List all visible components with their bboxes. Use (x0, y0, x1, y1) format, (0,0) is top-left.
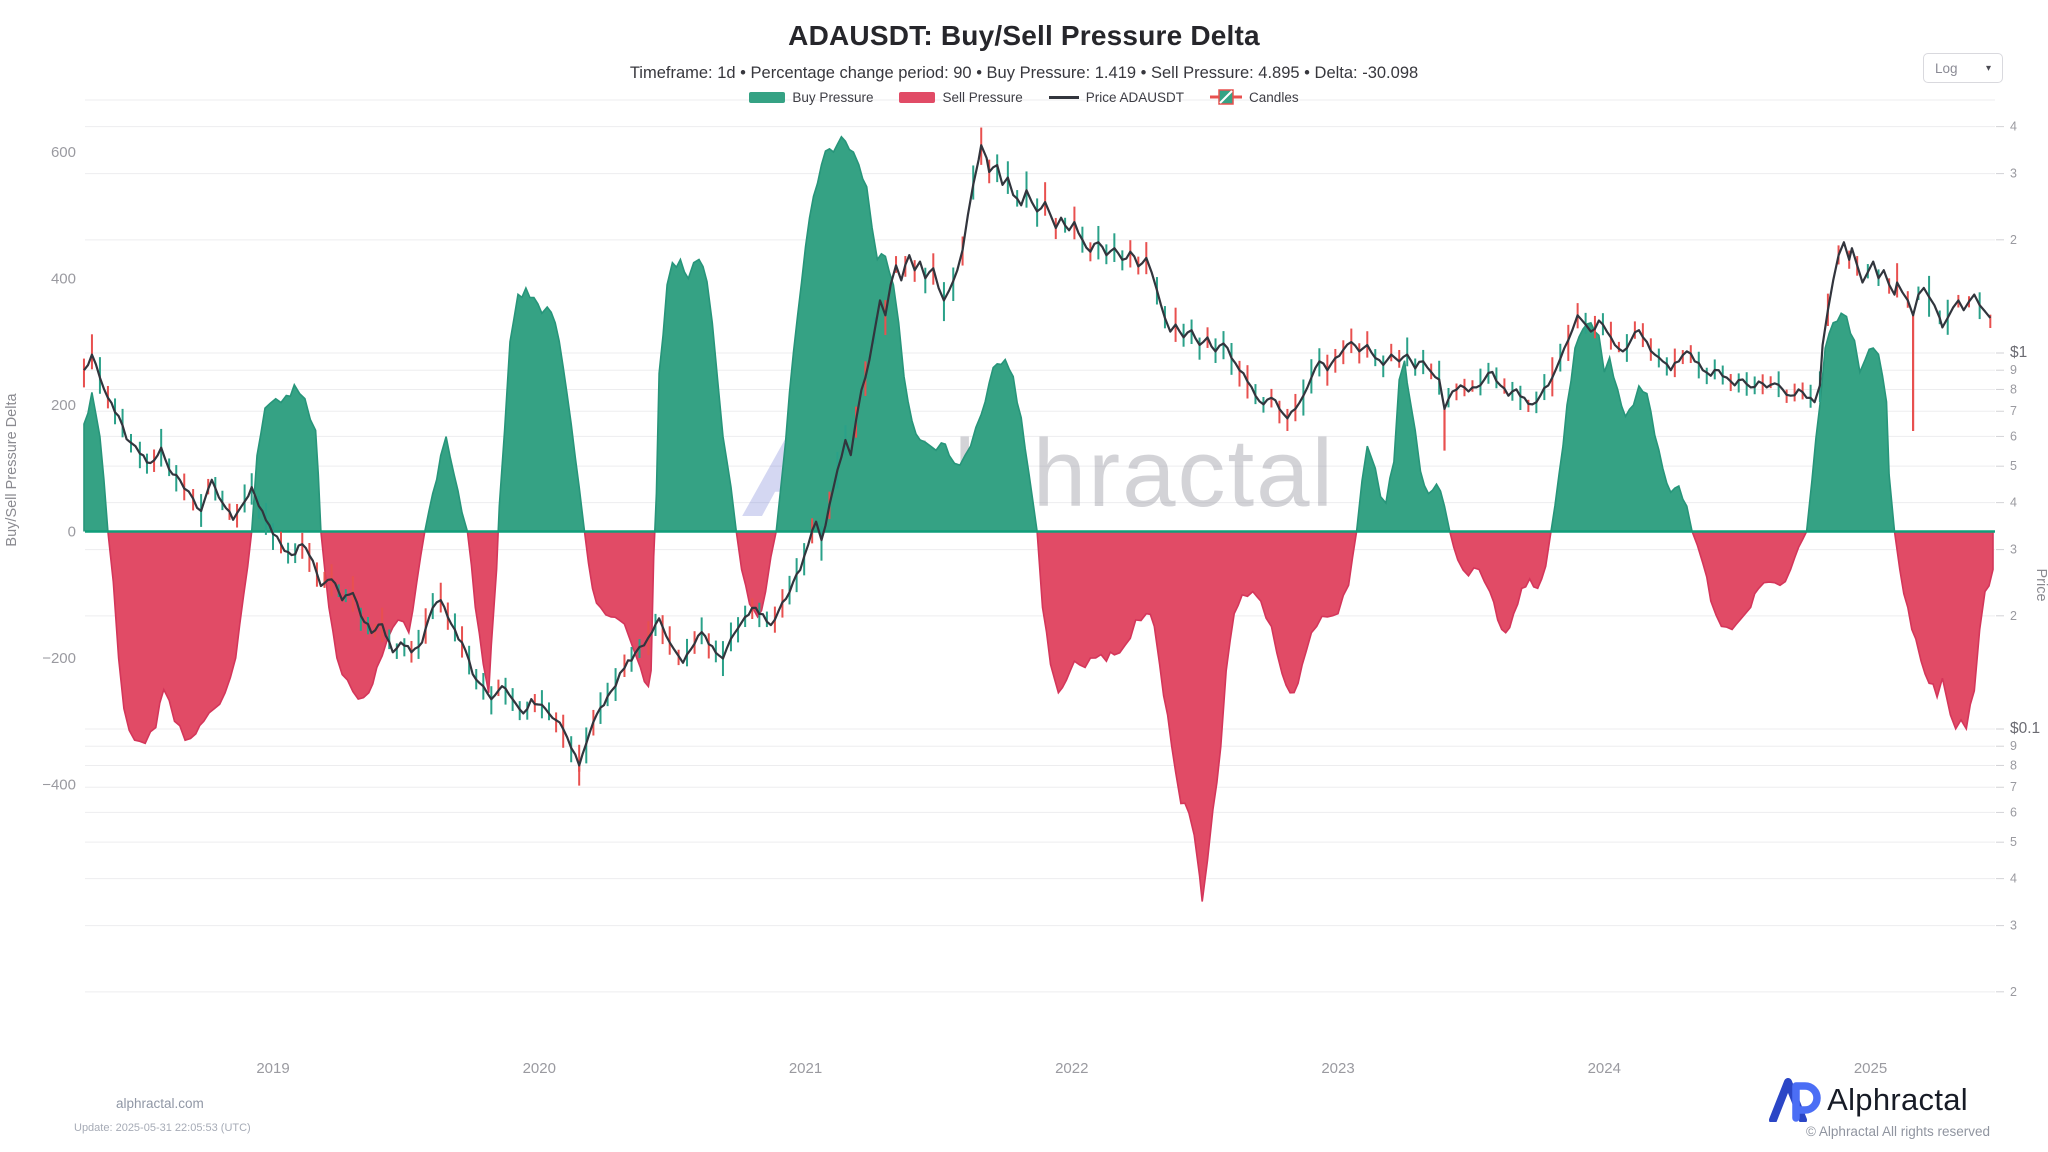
candle-icon (1210, 89, 1243, 105)
legend-item-price[interactable]: Price ADAUSDT (1048, 89, 1185, 105)
svg-text:8: 8 (2010, 758, 2017, 772)
copyright-note: © Alphractal All rights reserved (1805, 1124, 1990, 1139)
svg-text:2020: 2020 (523, 1060, 556, 1077)
legend-label: Candles (1249, 89, 1299, 105)
chevron-down-icon: ▾ (1985, 62, 1991, 74)
svg-text:3: 3 (2010, 543, 2017, 557)
svg-text:3: 3 (2010, 167, 2017, 181)
legend-label: Sell Pressure (942, 89, 1023, 105)
svg-text:2023: 2023 (1321, 1060, 1354, 1077)
svg-text:5: 5 (2010, 835, 2017, 849)
legend-label: Buy Pressure (792, 89, 874, 105)
legend-item-sell-pressure[interactable]: Sell Pressure (899, 89, 1023, 105)
svg-text:2021: 2021 (789, 1060, 822, 1077)
price-line-swatch-icon (1048, 95, 1079, 99)
svg-text:−200: −200 (42, 650, 76, 667)
svg-text:2024: 2024 (1588, 1060, 1621, 1077)
svg-text:2022: 2022 (1055, 1060, 1088, 1077)
svg-text:6: 6 (2010, 429, 2017, 443)
left-axis-ticks: 600 400 200 0 −200 −400 (42, 144, 76, 794)
scale-dropdown[interactable]: Log ▾ (1923, 53, 2003, 83)
sell-pressure-area (107, 531, 1994, 902)
svg-text:400: 400 (51, 271, 76, 288)
svg-text:2025: 2025 (1854, 1060, 1887, 1077)
svg-text:9: 9 (2010, 363, 2017, 377)
svg-text:4: 4 (2010, 872, 2017, 886)
update-timestamp: Update: 2025-05-31 22:05:53 (UTC) (74, 1122, 251, 1134)
svg-text:$1: $1 (2010, 344, 2027, 361)
svg-text:7: 7 (2010, 404, 2017, 418)
site-link[interactable]: alphractal.com (116, 1096, 204, 1111)
svg-text:3: 3 (2010, 919, 2017, 933)
svg-text:0: 0 (68, 524, 76, 541)
svg-text:2019: 2019 (256, 1060, 289, 1077)
buy-pressure-area (83, 135, 1896, 532)
svg-text:6: 6 (2010, 805, 2017, 819)
brand-wordmark: Alphractal (1827, 1082, 1968, 1117)
alphractal-logo-icon (1769, 1078, 1821, 1122)
svg-text:4: 4 (2010, 120, 2017, 134)
svg-text:2: 2 (2010, 233, 2017, 247)
x-axis-ticks: 2019 2020 2021 2022 2023 2024 2025 (256, 1060, 1887, 1077)
brand-footer: Alphractal (1769, 1078, 1968, 1122)
sell-pressure-swatch-icon (899, 91, 936, 103)
buy-pressure-swatch-icon (749, 91, 786, 103)
price-line (83, 144, 1992, 767)
legend-label: Price ADAUSDT (1085, 89, 1185, 105)
svg-text:$0.1: $0.1 (2010, 720, 2040, 737)
right-axis-title: Price (2033, 568, 2048, 601)
legend-item-candles[interactable]: Candles (1210, 88, 1299, 106)
svg-text:4: 4 (2010, 496, 2017, 510)
svg-text:5: 5 (2010, 459, 2017, 473)
legend: Buy Pressure Sell Pressure Price ADAUSDT… (0, 88, 2048, 106)
svg-text:2: 2 (2010, 985, 2017, 999)
right-axis-ticks: 4 3 2 $1 9 8 7 6 5 4 3 2 $0.1 9 8 7 6 5 4 3 2 (1996, 120, 2040, 999)
svg-text:9: 9 (2010, 739, 2017, 753)
left-axis-title: Buy/Sell Pressure Delta (4, 393, 20, 547)
scale-dropdown-value: Log (1935, 60, 1958, 76)
svg-text:−400: −400 (42, 777, 76, 794)
svg-text:2: 2 (2010, 609, 2017, 623)
svg-text:600: 600 (51, 144, 76, 161)
svg-text:7: 7 (2010, 780, 2017, 794)
svg-text:200: 200 (51, 397, 76, 414)
svg-text:8: 8 (2010, 382, 2017, 396)
legend-item-buy-pressure[interactable]: Buy Pressure (749, 90, 873, 105)
